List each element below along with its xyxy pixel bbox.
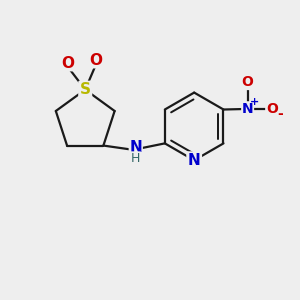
- Text: O: O: [90, 53, 103, 68]
- Text: O: O: [242, 75, 254, 89]
- Text: H: H: [131, 152, 140, 165]
- Text: -: -: [277, 107, 283, 121]
- Text: +: +: [250, 98, 259, 107]
- Text: N: N: [188, 153, 200, 168]
- Text: O: O: [266, 102, 278, 116]
- Text: N: N: [242, 102, 254, 116]
- Text: N: N: [129, 140, 142, 155]
- Text: S: S: [80, 82, 91, 97]
- Text: O: O: [61, 56, 74, 70]
